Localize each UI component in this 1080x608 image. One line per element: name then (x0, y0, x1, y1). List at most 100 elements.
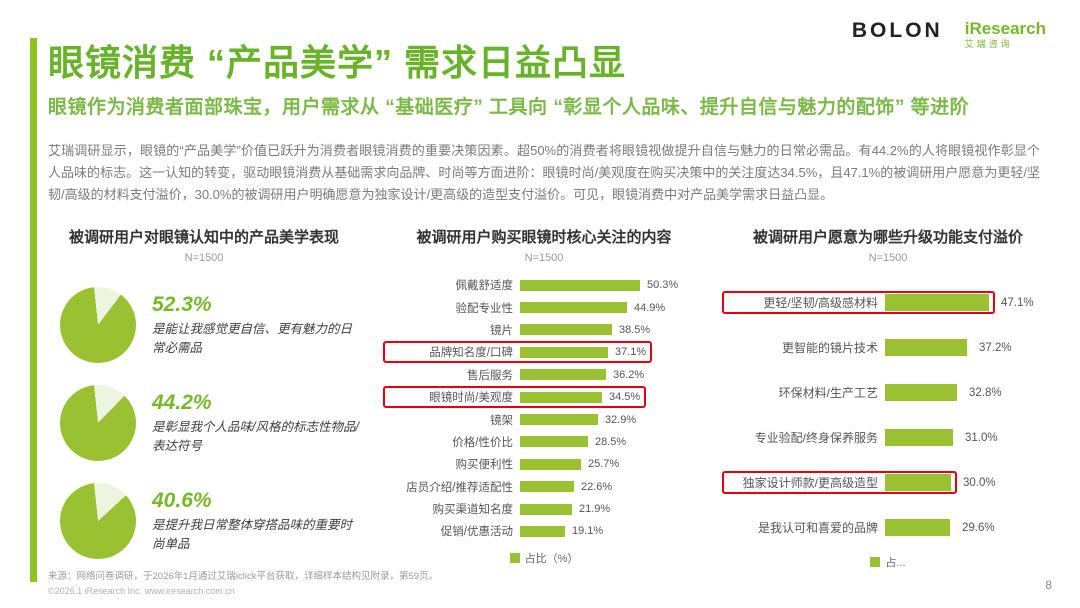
legend: 占... (722, 554, 1054, 570)
bar (520, 346, 608, 358)
purchase-focus-bars: 佩戴舒适度 50.3% 验配专业性 44.9% 镜片 38.5% 品牌知名度/口碑 37.1%… (383, 274, 705, 543)
bar (885, 474, 951, 491)
highlight-box: 独家设计师款/更高级造型 (722, 471, 957, 494)
bar-label: 镜片 (490, 324, 513, 337)
bar-label: 是我认可和喜爱的品牌 (757, 521, 878, 535)
bar-group: 购买便利性 25.7% (383, 453, 625, 475)
body-paragraph: 艾瑞调研显示，眼镜的“产品美学”价值已跃升为消费者眼镜消费的重要决策因素。超50… (48, 143, 1040, 203)
sample-size: N=1500 (184, 252, 224, 264)
highlight-box: 品牌知名度/口碑 37.1% (383, 341, 653, 364)
bar (520, 302, 627, 314)
bar-row: 售后服务 36.2% (383, 364, 705, 386)
bar-label: 更智能的镜片技术 (781, 341, 878, 355)
bar-row: 眼镜时尚/美观度 34.5% (383, 386, 705, 409)
bar-value: 21.9% (579, 503, 611, 516)
bar-label: 购买便利性 (455, 459, 514, 472)
pie-chart (60, 287, 136, 363)
source-note: 来源：网络问卷调研，于2026年1月通过艾瑞iclick平台获取，详细样本结构见… (48, 571, 439, 582)
iresearch-logo: iResearch 艾瑞咨询 (965, 20, 1046, 49)
bar-row: 镜片 38.5% (383, 319, 705, 341)
bar-group: 促销/优惠活动 19.1% (383, 520, 609, 542)
bar-row: 品牌知名度/口碑 37.1% (383, 341, 705, 364)
bar-row: 购买便利性 25.7% (383, 453, 705, 475)
premium-willingness-section: 被调研用户愿意为哪些升级功能支付溢价 N=1500 更轻/坚韧/高级感材料 47.… (722, 226, 1054, 570)
bolon-logo: BOLON (851, 19, 943, 42)
bar-label: 环保材料/生产工艺 (778, 386, 878, 400)
bar-group: 更智能的镜片技术 (722, 336, 973, 359)
bar-value: 47.1% (1001, 296, 1034, 309)
bar-value: 28.5% (595, 435, 627, 448)
bar-value: 38.5% (619, 323, 651, 336)
bar-label: 售后服务 (467, 369, 513, 382)
bar-group: 镜架 32.9% (383, 409, 642, 431)
bar-value: 32.9% (605, 413, 637, 426)
bar-label: 镜架 (490, 414, 513, 427)
bar-row: 是我认可和喜爱的品牌 29.6% (722, 505, 1054, 550)
bar-label: 店员介绍/推荐适配性 (406, 481, 513, 494)
bar (520, 369, 606, 381)
bar-value: 36.2% (613, 368, 645, 381)
bar-row: 价格/性价比 28.5% (383, 431, 705, 453)
pie-stat-row: 44.2% 是彰显我个人品味/风格的标志性物品/表达符号 (48, 374, 360, 472)
bar-group: 专业验配/终身保养服务 (722, 426, 959, 449)
bar-row: 店员介绍/推荐适配性 22.6% (383, 476, 705, 498)
bar (520, 279, 640, 291)
page-number: 8 (1045, 578, 1052, 592)
sample-size: N=1500 (868, 252, 908, 264)
bar (885, 429, 953, 446)
bar-group: 佩戴舒适度 50.3% (383, 274, 684, 296)
pie-description: 是能让我感觉更自信、更有魅力的日常必需品 (152, 321, 353, 355)
bar-group: 售后服务 36.2% (383, 364, 650, 386)
highlight-box: 眼镜时尚/美观度 34.5% (383, 386, 647, 409)
bar-label: 品牌知名度/口碑 (429, 347, 513, 360)
pie-text: 40.6% 是提升我日常整体穿搭品味的重要时尚单品 (152, 489, 360, 554)
bar-group: 验配专业性 44.9% (383, 297, 671, 319)
bar-value: 19.1% (572, 525, 604, 538)
bar (520, 414, 598, 426)
page-title: 眼镜消费 “产品美学” 需求日益凸显 (48, 42, 627, 83)
bar-value: 34.5% (609, 391, 641, 404)
bar (520, 525, 565, 537)
bar (885, 519, 950, 536)
bar-value: 44.9% (634, 301, 666, 314)
copyright: ©2026.1 iResearch Inc. www.iresearch.com… (48, 586, 235, 596)
bar-value: 31.0% (965, 431, 998, 444)
chart-title-premium: 被调研用户愿意为哪些升级功能支付溢价 (752, 229, 1023, 246)
bar-row: 促销/优惠活动 19.1% (383, 520, 705, 542)
pie-text: 52.3% 是能让我感觉更自信、更有魅力的日常必需品 (152, 293, 360, 358)
bar-group: 店员介绍/推荐适配性 22.6% (383, 476, 618, 498)
bar-label: 专业验配/终身保养服务 (754, 431, 878, 445)
bar-value: 22.6% (581, 480, 613, 493)
page-subtitle: 眼镜作为消费者面部珠宝，用户需求从 “基础医疗” 工具向 “彰显个人品味、提升自… (48, 97, 970, 118)
bar-label: 更轻/坚韧/高级感材料 (763, 296, 878, 310)
bar-row: 佩戴舒适度 50.3% (383, 274, 705, 296)
purchase-focus-section: 被调研用户购买眼镜时核心关注的内容 N=1500 佩戴舒适度 50.3% 验配专业性… (383, 226, 705, 566)
highlight-box: 更轻/坚韧/高级感材料 (722, 291, 995, 314)
iresearch-wordmark: iResearch (964, 19, 1046, 38)
bar-group: 购买渠道知名度 21.9% (383, 498, 616, 520)
bar-group: 镜片 38.5% (383, 319, 656, 341)
bar (885, 294, 989, 311)
bar-label: 价格/性价比 (452, 436, 513, 449)
pie-description: 是提升我日常整体穿搭品味的重要时尚单品 (152, 517, 353, 551)
iresearch-chinese-name: 艾瑞咨询 (964, 39, 1013, 49)
bar-value: 37.2% (979, 341, 1012, 354)
left-accent-stripe (30, 38, 37, 582)
bar-row: 更轻/坚韧/高级感材料 47.1% (722, 280, 1054, 325)
bar (885, 339, 967, 356)
pie-chart (60, 483, 136, 559)
bar-value: 37.1% (615, 346, 647, 359)
bar (520, 503, 572, 515)
bar (885, 384, 957, 401)
brand-logos: BOLON iResearch 艾瑞咨询 (852, 20, 1046, 49)
bar-label: 购买渠道知名度 (432, 504, 514, 517)
premium-willingness-bars: 更轻/坚韧/高级感材料 47.1% 更智能的镜片技术 37.2% 环保材料/生产工艺 32… (722, 280, 1054, 550)
bar-group: 环保材料/生产工艺 (722, 381, 963, 404)
bar-row: 独家设计师款/更高级造型 30.0% (722, 460, 1054, 505)
bar-value: 50.3% (647, 279, 679, 292)
bar-value: 30.0% (963, 476, 996, 489)
bar-label: 促销/优惠活动 (440, 526, 513, 539)
bar (520, 458, 581, 470)
bar-value: 29.6% (962, 521, 995, 534)
